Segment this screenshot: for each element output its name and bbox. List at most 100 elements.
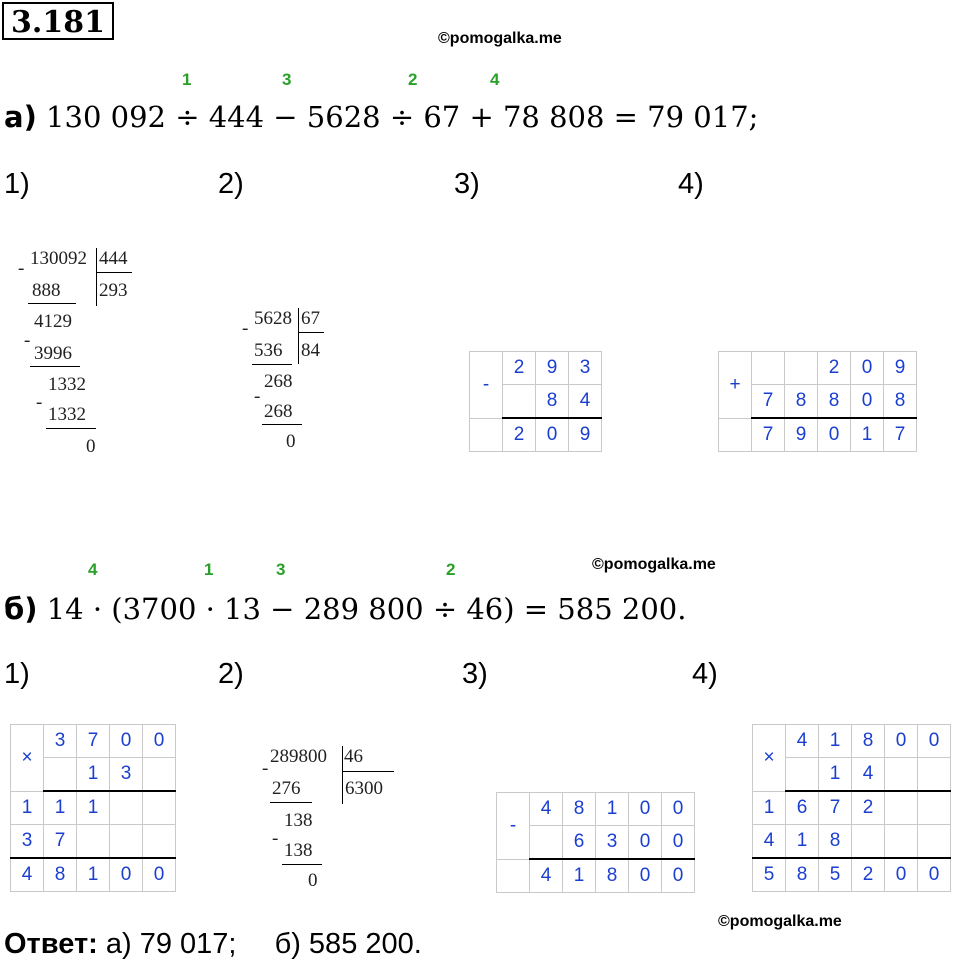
watermark: ©pomogalka.me [718, 913, 842, 930]
step-label: 1) [4, 168, 30, 200]
digit-cell: 2 [851, 857, 885, 892]
digit-cell [142, 757, 176, 792]
digit-cell: 5 [752, 857, 786, 892]
watermark: ©pomogalka.me [438, 30, 562, 47]
digit-cell: 0 [628, 792, 662, 826]
digit-cell: 7 [818, 790, 852, 825]
remainder: 4129 [34, 311, 72, 332]
answer-label: Ответ: [4, 928, 98, 960]
digit-cell [109, 824, 143, 859]
digit-cell [142, 824, 176, 859]
order-mark: 3 [276, 560, 286, 579]
operator-sign: + [718, 351, 752, 419]
digit-cell [851, 824, 885, 859]
digit-cell [884, 824, 918, 859]
digit-cell: 1 [10, 790, 44, 825]
remainder: 138 [284, 810, 313, 831]
digit-cell [917, 824, 951, 859]
digit-cell: 8 [818, 824, 852, 859]
digit-cell: 0 [884, 724, 918, 758]
digit-cell: 3 [10, 824, 44, 859]
digit-cell: 6 [562, 825, 596, 860]
digit-cell: 0 [628, 858, 662, 893]
multiplication-grid-2: × 4 1 8 0 0 1 4 1 6 7 2 4 1 8 5 8 5 2 [752, 724, 951, 892]
digit-cell [502, 384, 536, 419]
digit-cell: 3 [595, 825, 629, 860]
remainder: 1332 [48, 374, 86, 395]
remainder: 0 [308, 870, 318, 891]
digit-cell: 2 [502, 351, 536, 385]
digit-cell: 7 [751, 384, 785, 419]
order-mark: 2 [446, 560, 456, 579]
subtrahend: 888 [32, 280, 61, 301]
digit-cell: 8 [817, 384, 851, 419]
subtraction-grid-a: - 2 9 3 8 4 2 0 9 [469, 351, 602, 452]
multiplication-grid-1: × 3 7 0 0 1 3 1 1 1 3 7 4 8 1 0 0 [10, 724, 176, 892]
watermark: ©pomogalka.me [592, 556, 716, 573]
expression-text: 130 092 ÷ 444 − 5628 ÷ 67 + 78 808 = 79 … [46, 100, 759, 134]
digit-cell: 4 [568, 384, 602, 419]
rule [262, 424, 302, 425]
digit-cell: 8 [562, 792, 596, 826]
dividend: 130092 [30, 248, 87, 269]
step-label: 1) [4, 658, 30, 690]
digit-cell: 4 [529, 858, 563, 893]
order-mark: 2 [408, 70, 418, 89]
digit-cell: 0 [850, 351, 884, 385]
digit-cell: 5 [818, 857, 852, 892]
digit-cell: 0 [628, 825, 662, 860]
operator-sign: - [496, 792, 530, 860]
subtraction-grid-b: - 4 8 1 0 0 6 3 0 0 4 1 8 0 0 [496, 792, 695, 893]
dividend: 289800 [270, 746, 327, 767]
digit-cell: 7 [751, 417, 785, 452]
digit-cell: 0 [917, 857, 951, 892]
digit-cell: 8 [883, 384, 917, 419]
step-label: 3) [462, 658, 488, 690]
step-label: 4) [692, 658, 718, 690]
minus-sign: - [24, 330, 31, 351]
digit-cell: 0 [535, 417, 569, 452]
digit-cell: 0 [917, 724, 951, 758]
answer-b: б) 585 200. [274, 928, 422, 960]
digit-cell [751, 351, 785, 385]
digit-cell: 7 [76, 724, 110, 758]
digit-cell: 8 [43, 857, 77, 892]
digit-cell: 7 [43, 824, 77, 859]
digit-cell: 3 [568, 351, 602, 385]
remainder: 0 [286, 431, 296, 452]
digit-cell [109, 790, 143, 825]
empty-cell [496, 858, 530, 893]
digit-cell: 8 [851, 724, 885, 758]
digit-cell: 0 [850, 384, 884, 419]
minus-sign: - [18, 258, 25, 279]
divisor: 67 [301, 308, 320, 329]
divisor-line [96, 272, 132, 273]
digit-cell [917, 757, 951, 792]
digit-cell: 2 [817, 351, 851, 385]
digit-cell: 9 [568, 417, 602, 452]
digit-cell: 1 [43, 790, 77, 825]
digit-cell [43, 757, 77, 792]
minus-sign: - [36, 392, 43, 413]
digit-cell [76, 824, 110, 859]
digit-cell: 0 [884, 857, 918, 892]
digit-cell: 4 [529, 792, 563, 826]
order-mark: 4 [490, 70, 500, 89]
digit-cell: 8 [785, 857, 819, 892]
step-label: 2) [218, 658, 244, 690]
digit-cell [917, 790, 951, 825]
expression-a: а) 130 092 ÷ 444 − 5628 ÷ 67 + 78 808 = … [4, 100, 758, 134]
digit-cell: 0 [109, 724, 143, 758]
order-mark: 1 [182, 70, 192, 89]
digit-cell [784, 351, 818, 385]
divisor-line [298, 332, 324, 333]
digit-cell: 1 [785, 824, 819, 859]
digit-cell: 1 [562, 858, 596, 893]
digit-cell: 1 [850, 417, 884, 452]
subtrahend: 3996 [34, 343, 72, 364]
digit-cell: 1 [752, 790, 786, 825]
digit-cell [142, 790, 176, 825]
digit-cell: 0 [142, 857, 176, 892]
digit-cell: 0 [109, 857, 143, 892]
answer-line: Ответ: а) 79 017; б) 585 200. [4, 928, 422, 961]
